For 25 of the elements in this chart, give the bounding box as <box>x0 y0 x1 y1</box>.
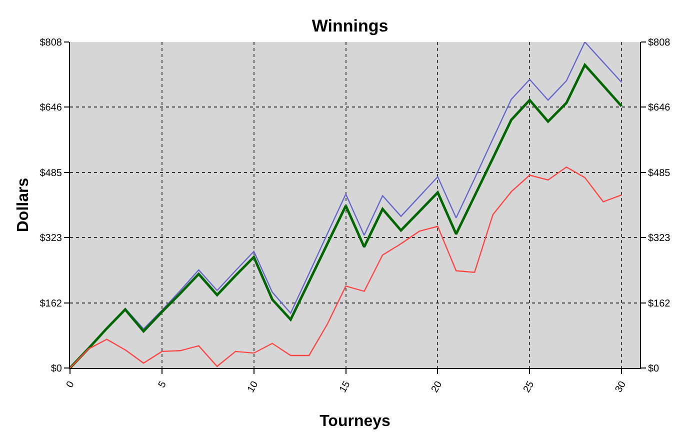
x-tick-label: 25 <box>522 379 537 395</box>
y-tick-label: $323 <box>40 233 62 244</box>
x-tick-label: 15 <box>338 379 353 395</box>
y-tick-label: $646 <box>40 102 62 114</box>
chart-title: Winnings <box>312 16 388 36</box>
y2-tick-label: $162 <box>648 298 671 310</box>
x-tick-label: 20 <box>430 379 445 395</box>
y-tick-label: $162 <box>40 298 62 310</box>
y-tick-label: $485 <box>40 168 62 179</box>
y2-tick-label: $323 <box>648 233 671 244</box>
line-series <box>70 166 622 368</box>
y2-tick-label: $485 <box>648 168 671 179</box>
x-axis-title: Tourneys <box>320 413 391 430</box>
y2-tick-label: $808 <box>648 38 671 48</box>
x-tick-label: 10 <box>246 379 262 395</box>
y-axis-title: Dollars <box>15 178 32 232</box>
y-tick-label: $808 <box>40 38 62 48</box>
line-series <box>124 42 622 330</box>
x-tick-label: 5 <box>156 379 170 390</box>
y-tick-label: $0 <box>50 364 62 374</box>
y2-tick-label: $0 <box>648 364 660 374</box>
x-tick-label: 30 <box>613 379 629 395</box>
x-tick-label: 0 <box>64 379 78 390</box>
y2-tick-label: $646 <box>648 102 671 114</box>
line-series <box>70 64 623 368</box>
